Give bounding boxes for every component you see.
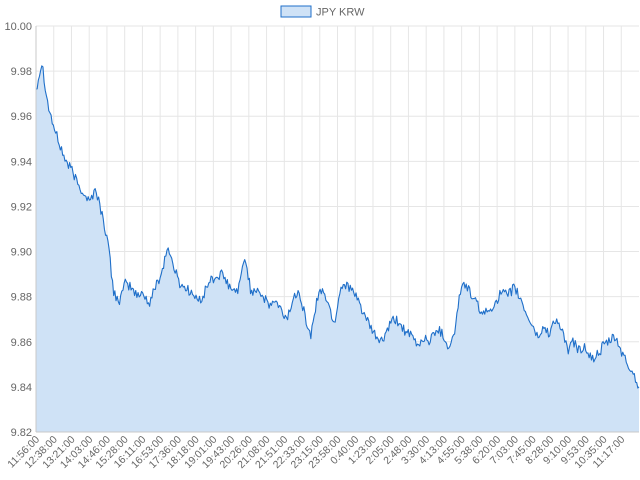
y-tick-label: 9.84 bbox=[11, 382, 32, 394]
legend-swatch[interactable] bbox=[280, 5, 312, 18]
series-line-jpy-krw bbox=[35, 65, 640, 389]
legend[interactable]: JPY KRW bbox=[280, 5, 365, 19]
y-tick-label: 10.00 bbox=[4, 21, 32, 33]
y-tick-label: 9.88 bbox=[11, 292, 32, 304]
y-tick-label: 9.92 bbox=[11, 201, 32, 213]
y-axis-ticks: 9.82 9.84 9.86 9.88 9.90 9.92 9.94 9.96 9.98 10.0… bbox=[4, 21, 32, 439]
y-tick-label: 9.90 bbox=[11, 247, 32, 259]
y-tick-label: 9.82 bbox=[11, 427, 32, 439]
axes bbox=[35, 26, 639, 433]
y-tick-label: 9.86 bbox=[11, 337, 32, 349]
legend-label[interactable]: JPY KRW bbox=[316, 7, 365, 19]
series-area-fill bbox=[36, 65, 639, 433]
y-tick-label: 9.98 bbox=[11, 66, 32, 78]
area-layer bbox=[35, 65, 640, 433]
x-axis-ticks: 11:56:0012:38:0013:21:0014:03:0014:46:00… bbox=[5, 434, 627, 472]
y-tick-label: 9.96 bbox=[11, 111, 32, 123]
y-tick-label: 9.94 bbox=[11, 156, 32, 168]
